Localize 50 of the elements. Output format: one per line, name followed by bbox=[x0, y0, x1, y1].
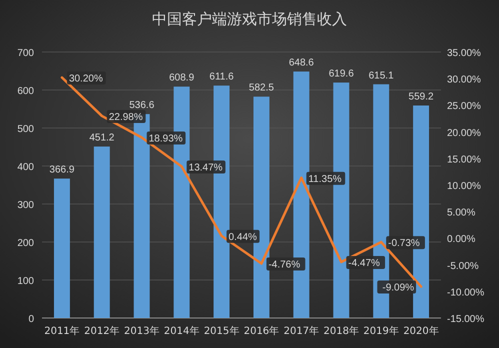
data-label: 619.6 bbox=[328, 68, 354, 80]
y-tick-label: 600 bbox=[17, 86, 34, 97]
data-label: 366.9 bbox=[49, 164, 75, 176]
data-label: 0.44% bbox=[228, 232, 258, 243]
data-label: 648.6 bbox=[288, 58, 314, 69]
y2-tick-label: 0.00% bbox=[447, 234, 476, 246]
y2-tick-label: -10.00% bbox=[447, 287, 484, 298]
data-label: -0.73% bbox=[388, 238, 420, 250]
data-label: 559.2 bbox=[408, 92, 434, 103]
y-tick-label: 300 bbox=[17, 200, 34, 211]
data-label: 615.1 bbox=[368, 70, 394, 82]
data-label: -9.09% bbox=[382, 282, 414, 294]
data-label: 18.93% bbox=[148, 133, 183, 144]
x-tick-label: 2018年 bbox=[324, 325, 359, 337]
data-label: -4.47% bbox=[348, 258, 380, 269]
chart-title: 中国客户端游戏市场销售收入 bbox=[152, 10, 347, 28]
x-tick-label: 2013年 bbox=[124, 325, 160, 337]
data-label: 582.5 bbox=[248, 82, 274, 94]
y2-tick-label: 5.00% bbox=[447, 208, 476, 219]
data-label: 11.35% bbox=[308, 174, 342, 185]
y2-tick-label: 10.00% bbox=[447, 181, 482, 192]
x-tick-label: 2015年 bbox=[204, 325, 240, 337]
x-tick-label: 2011年 bbox=[44, 325, 80, 337]
data-label: 451.2 bbox=[89, 132, 115, 144]
y-tick-label: 500 bbox=[17, 124, 34, 135]
y2-tick-label: 25.00% bbox=[447, 101, 482, 112]
y-tick-label: 700 bbox=[17, 48, 34, 59]
x-tick-label: 2012年 bbox=[84, 325, 120, 337]
data-label: 536.6 bbox=[129, 100, 155, 112]
data-label: 30.20% bbox=[68, 74, 103, 85]
data-label: 22.98% bbox=[108, 112, 143, 123]
x-tick-label: 2019年 bbox=[363, 325, 399, 337]
data-label: 13.47% bbox=[188, 162, 223, 174]
y-tick-label: 200 bbox=[17, 238, 34, 249]
x-tick-label: 2014年 bbox=[164, 325, 200, 337]
y-tick-label: 0 bbox=[28, 314, 34, 325]
data-label: -4.76% bbox=[268, 260, 300, 271]
y2-tick-label: -15.00% bbox=[447, 314, 484, 325]
y2-tick-label: 20.00% bbox=[447, 128, 482, 139]
x-tick-label: 2017年 bbox=[284, 325, 320, 337]
data-label: 611.6 bbox=[209, 72, 234, 83]
y2-tick-label: 15.00% bbox=[447, 154, 482, 166]
data-label: 608.9 bbox=[169, 72, 195, 84]
y2-tick-label: 30.00% bbox=[447, 74, 482, 86]
y-tick-label: 100 bbox=[17, 276, 34, 287]
y-tick-label: 400 bbox=[17, 162, 34, 173]
x-tick-label: 2016年 bbox=[244, 325, 280, 337]
y2-tick-label: -5.00% bbox=[447, 260, 479, 272]
y2-tick-label: 35.00% bbox=[447, 48, 482, 59]
x-tick-label: 2020年 bbox=[403, 325, 439, 337]
